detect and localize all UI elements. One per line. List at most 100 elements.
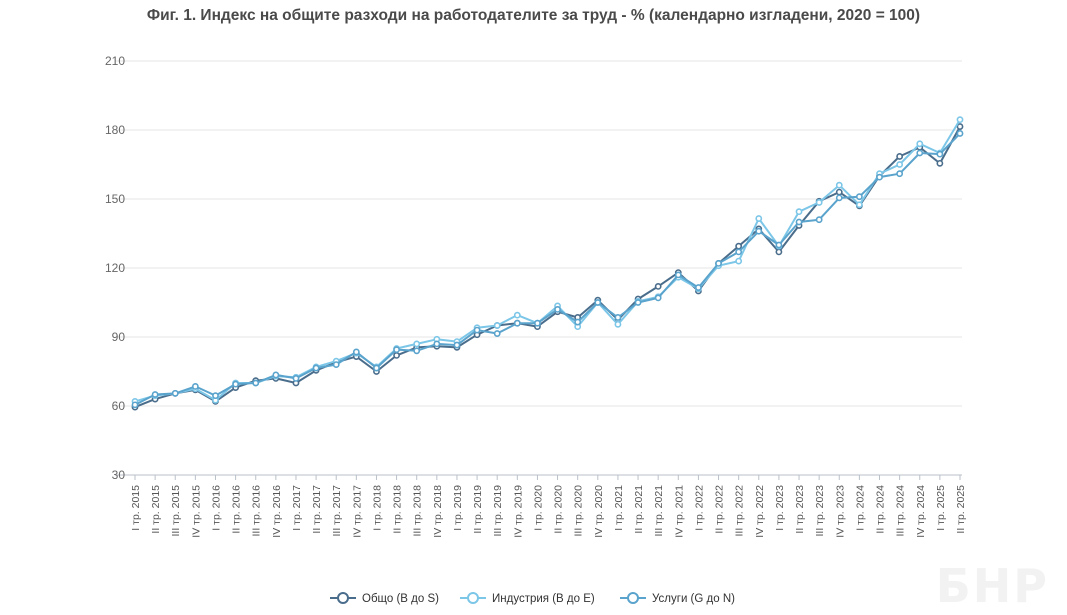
x-tick-label: II тр. 2016 [231, 485, 243, 534]
x-tick-label: III тр. 2015 [170, 485, 182, 537]
data-point [876, 173, 883, 181]
x-tick-label: IV тр. 2018 [432, 485, 444, 538]
data-point [896, 170, 904, 178]
legend: Общо (B до S) Индустрия (B до E) Услуги (G… [330, 592, 735, 605]
x-tick-label: II тр. 2021 [633, 485, 645, 534]
data-point [654, 282, 662, 290]
legend-label: Индустрия (B до E) [492, 593, 595, 605]
data-point [695, 284, 702, 291]
series-lines [131, 116, 964, 411]
x-tick-label: I тр. 2017 [291, 485, 303, 531]
data-point [735, 248, 743, 256]
y-tick-label: 90 [112, 330, 126, 344]
data-point [534, 319, 541, 327]
data-point [956, 130, 964, 137]
x-tick-label: II тр. 2017 [311, 485, 323, 534]
data-point [433, 340, 441, 348]
y-tick-label: 150 [105, 192, 125, 206]
x-tick-label: IV тр. 2022 [754, 485, 766, 538]
data-point [855, 201, 863, 209]
data-point [815, 199, 823, 206]
data-point [775, 241, 783, 249]
x-tick-label: II тр. 2024 [875, 485, 887, 534]
series-3 [131, 130, 964, 409]
series-2 [131, 116, 964, 405]
x-tick-label: II тр. 2018 [392, 485, 404, 534]
grid-lines [115, 60, 962, 476]
x-tick-label: IV тр. 2016 [271, 485, 283, 538]
legend-marker [337, 592, 349, 604]
data-point [252, 379, 260, 387]
data-point [956, 116, 964, 124]
y-tick-label: 30 [112, 468, 126, 482]
data-point [896, 161, 904, 168]
data-point [393, 346, 400, 354]
data-point [775, 248, 783, 256]
x-tick-label: II тр. 2025 [955, 485, 967, 534]
data-point [795, 208, 803, 216]
data-point [735, 257, 743, 265]
data-point [473, 326, 481, 334]
x-tick-label: IV тр. 2021 [673, 485, 685, 538]
y-axis: 210 180 150 120 90 60 30 [105, 54, 125, 482]
x-tick-label: IV тр. 2015 [190, 485, 202, 538]
x-tick-label: I тр. 2019 [452, 485, 464, 531]
data-point [554, 305, 561, 313]
data-point [574, 318, 582, 326]
data-point [332, 361, 340, 368]
legend-label: Общо (B до S) [362, 593, 439, 605]
data-point [131, 401, 139, 409]
y-tick-label: 210 [105, 54, 125, 68]
x-tick-label: IV тр. 2019 [512, 485, 524, 538]
series-line [134, 119, 961, 403]
x-tick-label: I тр. 2023 [774, 485, 786, 531]
data-point [453, 341, 461, 349]
x-tick-label: IV тр. 2023 [834, 485, 846, 538]
data-point [835, 194, 843, 202]
data-point [171, 389, 179, 397]
x-tick-label: II тр. 2022 [714, 485, 726, 534]
x-tick-label: IV тр. 2024 [915, 485, 927, 538]
data-point [916, 140, 924, 148]
data-point [413, 347, 421, 355]
data-point [815, 216, 823, 224]
data-point [916, 149, 924, 157]
x-axis: I тр. 2015 II тр. 2015 III тр. 2015 IV тр. … [130, 475, 967, 538]
data-point [835, 188, 843, 196]
data-point [956, 123, 964, 130]
x-tick-label: IV тр. 2017 [351, 485, 363, 538]
data-point [393, 351, 400, 359]
x-tick-label: I тр. 2022 [693, 485, 705, 531]
x-tick-label: IV тр. 2020 [593, 485, 605, 538]
legend-item-2: Индустрия (B до E) [460, 592, 595, 605]
data-point [594, 299, 602, 306]
data-point [936, 159, 944, 167]
x-tick-label: II тр. 2019 [472, 485, 484, 534]
data-point [191, 383, 199, 390]
legend-label: Услуги (G до N) [652, 593, 735, 605]
data-point [413, 340, 421, 348]
x-tick-label: III тр. 2018 [412, 485, 424, 537]
chart-title: Фиг. 1. Индекс на общите разходи на рабо… [146, 7, 921, 24]
data-point [896, 153, 904, 160]
data-point [212, 392, 219, 400]
y-tick-label: 180 [105, 123, 125, 137]
data-point [312, 364, 320, 372]
data-point [654, 294, 662, 302]
legend-marker [627, 592, 639, 604]
data-point [614, 314, 622, 321]
data-point [513, 311, 521, 319]
x-tick-label: III тр. 2023 [814, 485, 826, 537]
x-tick-label: I тр. 2021 [613, 485, 625, 531]
x-tick-label: III тр. 2022 [734, 485, 746, 537]
x-tick-label: I тр. 2015 [130, 485, 142, 531]
series-line [134, 132, 961, 406]
x-tick-label: I тр. 2025 [935, 485, 947, 531]
data-point [614, 320, 622, 328]
data-point [855, 193, 863, 201]
series-line [134, 126, 961, 409]
data-point [674, 271, 682, 279]
data-point [513, 319, 521, 327]
x-tick-label: III тр. 2020 [573, 485, 585, 537]
